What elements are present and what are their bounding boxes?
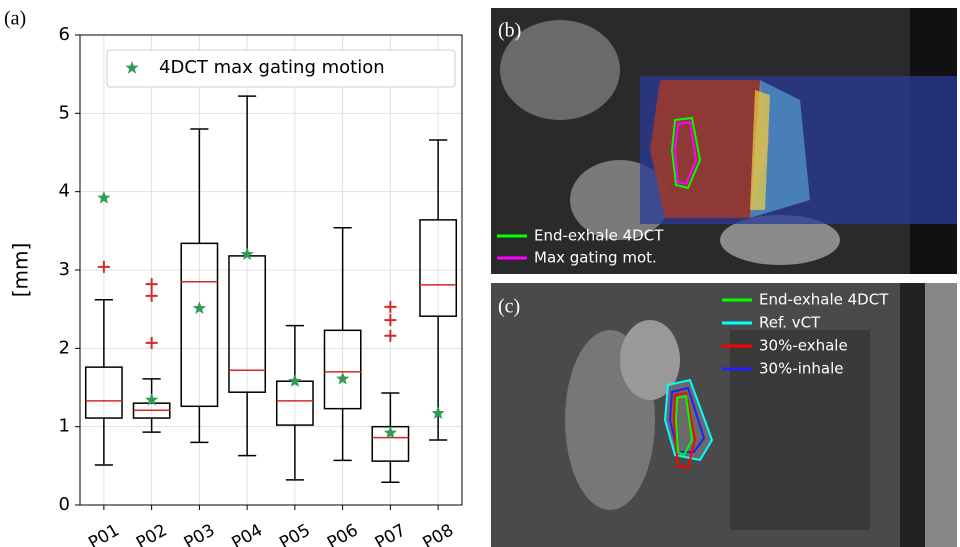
x-tick-label: P08: [420, 520, 458, 547]
legend-label: 4DCT max gating motion: [159, 57, 385, 78]
legend-label: 30%-exhale: [759, 337, 848, 355]
panel-label: (c): [498, 296, 520, 318]
star-marker: [431, 406, 445, 419]
outlier: [145, 278, 158, 291]
star-marker: [192, 301, 206, 314]
legend-label: End-exhale 4DCT: [534, 227, 664, 245]
legend-label: Max gating mot.: [534, 249, 657, 267]
y-tick-label: 3: [59, 259, 70, 280]
outlier: [384, 329, 397, 342]
outlier: [384, 314, 397, 327]
box: [419, 219, 458, 317]
y-axis-label: [mm]: [9, 243, 33, 298]
outlier: [145, 336, 158, 349]
y-tick-label: 0: [59, 494, 70, 515]
panel-label: (b): [498, 20, 521, 42]
legend-label: Ref. vCT: [759, 314, 821, 332]
star-marker: [383, 425, 397, 439]
outlier: [384, 300, 397, 313]
box-chart: (a) [mm]: [4, 8, 33, 298]
mr-image-c: (c): [491, 283, 957, 547]
y-tick-label: 1: [59, 416, 70, 437]
x-tick-label: P06: [324, 520, 362, 547]
legend-label: End-exhale 4DCT: [759, 291, 889, 309]
y-tick-label: 2: [59, 337, 70, 358]
box: [84, 366, 123, 419]
y-tick-label: 5: [59, 102, 70, 123]
outlier: [145, 289, 158, 302]
panel-label: (a): [4, 8, 26, 30]
x-tick-label: P02: [133, 520, 171, 547]
star-marker: [336, 371, 350, 385]
box: [180, 242, 219, 408]
x-tick-label: P03: [181, 520, 219, 547]
legend-label: 30%-inhale: [759, 360, 844, 378]
star-marker: [240, 247, 254, 260]
legend-box: [106, 49, 456, 88]
plot-frame: [79, 34, 463, 506]
star-marker: [145, 393, 159, 406]
y-tick-label: 6: [59, 24, 70, 45]
x-tick-label: P01: [85, 520, 123, 547]
y-tick-label: 4: [59, 181, 70, 202]
star-marker: [288, 374, 302, 387]
x-tick-label: P04: [229, 520, 267, 547]
outlier: [97, 260, 110, 273]
legend-marker: [125, 61, 139, 74]
ct-image-b: (b): [491, 8, 957, 274]
box: [323, 329, 362, 410]
x-tick-label: P07: [372, 520, 410, 547]
x-tick-label: P05: [276, 520, 314, 547]
star-marker: [97, 190, 111, 204]
